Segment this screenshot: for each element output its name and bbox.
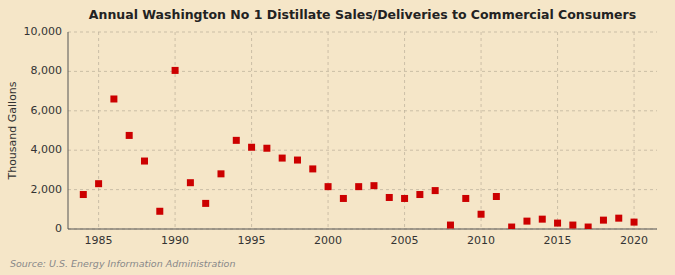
y-tick-label: 8,000 bbox=[31, 64, 63, 77]
x-grid-line bbox=[634, 32, 635, 229]
point bbox=[508, 224, 515, 229]
point bbox=[615, 215, 622, 222]
point bbox=[279, 155, 286, 162]
x-tick-label: 2015 bbox=[544, 234, 572, 247]
x-tick-label: 1995 bbox=[238, 234, 266, 247]
point bbox=[110, 95, 117, 102]
point bbox=[309, 165, 316, 172]
x-grid-line bbox=[98, 32, 99, 229]
x-tick-label: 2005 bbox=[391, 234, 419, 247]
point bbox=[386, 194, 393, 201]
point bbox=[325, 183, 332, 190]
point bbox=[233, 137, 240, 144]
y-grid-line bbox=[68, 229, 657, 230]
point bbox=[631, 219, 638, 226]
point bbox=[523, 218, 530, 225]
y-grid-line bbox=[68, 189, 657, 190]
point bbox=[539, 216, 546, 223]
point bbox=[432, 187, 439, 194]
chart: 0 2,000 4,000 6,000 8,000 10,000 1985 1990 1995 2… bbox=[0, 0, 675, 275]
axes: 0 2,000 4,000 6,000 8,000 10,000 1985 1990 1995 2… bbox=[24, 25, 658, 247]
y-grid-line bbox=[68, 110, 657, 111]
point bbox=[248, 144, 255, 151]
background bbox=[0, 0, 675, 275]
point bbox=[95, 180, 102, 187]
x-tick-label: 1985 bbox=[85, 234, 113, 247]
y-tick-label: 10,000 bbox=[24, 25, 63, 38]
x-tick-label: 2000 bbox=[314, 234, 342, 247]
x-grid-line bbox=[175, 32, 176, 229]
point bbox=[401, 195, 408, 202]
x-tick-label: 2020 bbox=[620, 234, 648, 247]
y-axis-line bbox=[68, 32, 69, 229]
point bbox=[126, 132, 133, 139]
point bbox=[156, 208, 163, 215]
y-tick-label: 4,000 bbox=[31, 143, 63, 156]
point bbox=[585, 224, 592, 229]
x-grid-line bbox=[251, 32, 252, 229]
grid bbox=[68, 32, 657, 229]
point bbox=[416, 191, 423, 198]
point bbox=[554, 220, 561, 227]
point bbox=[80, 191, 87, 198]
y-grid-line bbox=[68, 32, 657, 33]
points bbox=[80, 67, 638, 229]
point bbox=[600, 217, 607, 224]
x-grid-line bbox=[481, 32, 482, 229]
y-tick-label: 6,000 bbox=[31, 104, 63, 117]
point bbox=[493, 193, 500, 200]
y-tick-label: 0 bbox=[55, 222, 62, 235]
title: Annual Washington No 1 Distillate Sales/… bbox=[89, 7, 636, 22]
point bbox=[187, 179, 194, 186]
point bbox=[202, 200, 209, 207]
source-note: Source: U.S. Energy Information Administ… bbox=[10, 258, 235, 269]
point bbox=[447, 222, 454, 229]
y-axis-label: Thousand Gallons bbox=[6, 81, 19, 180]
point bbox=[370, 182, 377, 189]
y-tick-label: 2,000 bbox=[31, 183, 63, 196]
x-grid-line bbox=[328, 32, 329, 229]
x-tick-label: 1990 bbox=[161, 234, 189, 247]
y-grid-line bbox=[68, 150, 657, 151]
point bbox=[478, 211, 485, 218]
point bbox=[263, 145, 270, 152]
point bbox=[340, 195, 347, 202]
point bbox=[172, 67, 179, 74]
point bbox=[569, 222, 576, 229]
x-axis-line bbox=[68, 229, 657, 230]
x-grid-line bbox=[557, 32, 558, 229]
point bbox=[217, 170, 224, 177]
point bbox=[294, 157, 301, 164]
y-grid-line bbox=[68, 71, 657, 72]
point bbox=[141, 158, 148, 165]
x-tick-label: 2010 bbox=[467, 234, 495, 247]
point bbox=[355, 183, 362, 190]
point bbox=[462, 195, 469, 202]
